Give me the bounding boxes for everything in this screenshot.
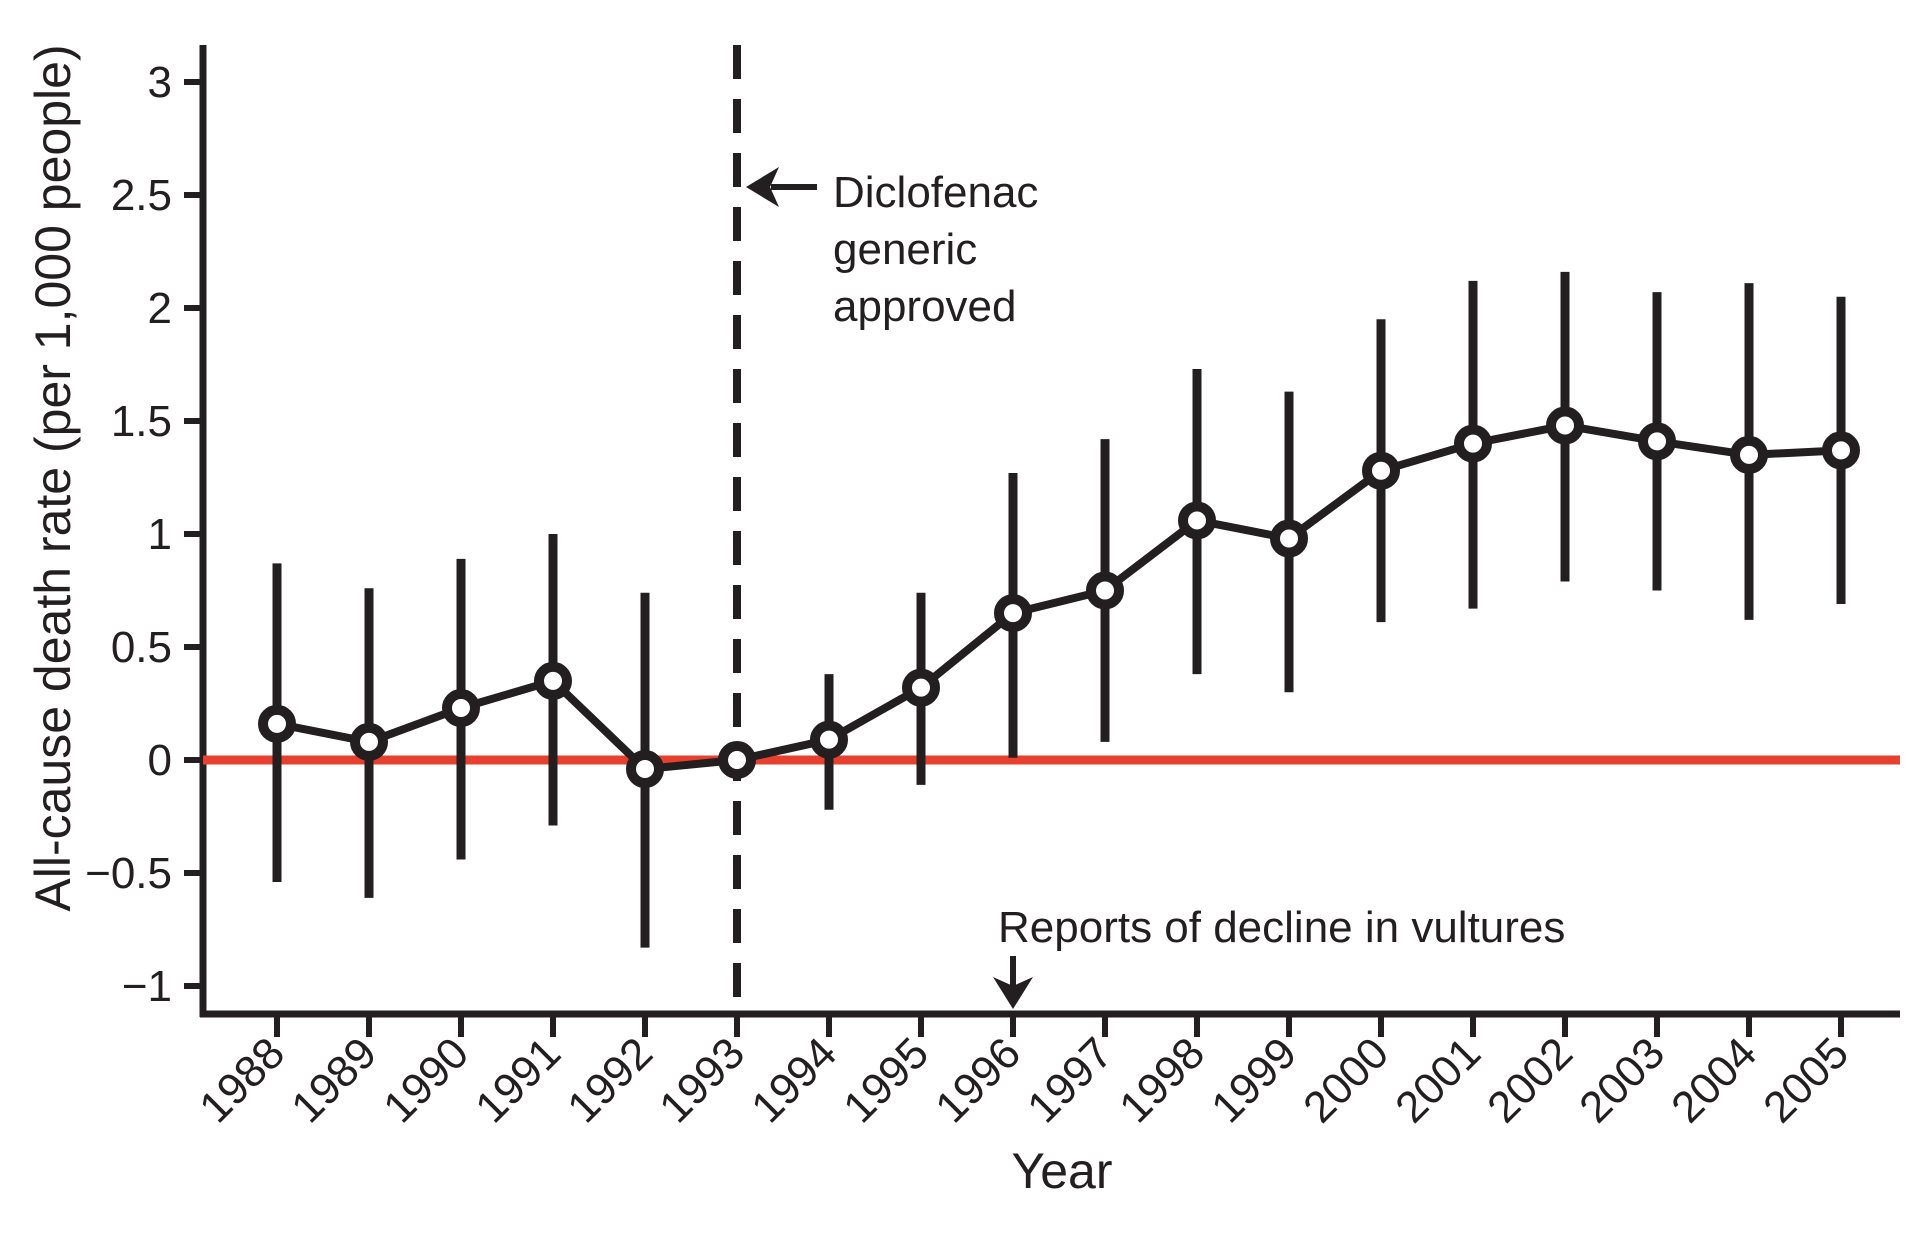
data-point-1991 [534,661,572,700]
year-label-1998: 1998 [1110,1028,1214,1132]
y-tick-label-1.5: 1.5 [111,397,172,446]
year-label-2001: 2001 [1386,1028,1490,1132]
data-point-1993 [718,741,756,779]
year-label-1988: 1988 [190,1028,294,1132]
data-point-1992 [626,750,664,789]
x-axis-title: Year [1011,1143,1112,1199]
data-point-1988 [258,704,296,743]
year-label-1996: 1996 [926,1028,1030,1132]
year-label-2005: 2005 [1754,1028,1858,1132]
year-label-1999: 1999 [1202,1028,1306,1132]
data-point-1999 [1270,519,1308,558]
y-tick-label--1: −1 [122,962,172,1011]
year-label-1992: 1992 [558,1028,662,1132]
data-point-2002 [1546,406,1584,445]
data-point-1995 [902,668,940,707]
y-tick-label-3: 3 [148,58,172,107]
data-point-2003 [1638,422,1676,461]
y-axis-title: All-cause death rate (per 1,000 people) [25,44,81,911]
data-point-1997 [1086,571,1124,610]
year-label-1991: 1991 [466,1028,570,1132]
left-arrowhead-icon [746,167,779,207]
year-label-2004: 2004 [1662,1028,1766,1132]
y-tick-label-2: 2 [148,284,172,333]
year-label-2003: 2003 [1570,1028,1674,1132]
year-label-1989: 1989 [282,1028,386,1132]
data-point-2001 [1454,424,1492,463]
y-tick-label-1: 1 [148,510,172,559]
vulture-decline-annotation: Reports of decline in vultures [993,903,1565,1009]
data-point-1989 [350,722,388,761]
diclofenac-annotation-line2: generic [833,225,977,274]
year-label-2000: 2000 [1294,1028,1398,1132]
vulture-decline-annotation-text: Reports of decline in vultures [998,903,1565,952]
year-label-1995: 1995 [834,1028,938,1132]
diclofenac-annotation-line1: Diclofenac [833,168,1038,217]
data-point-1998 [1178,501,1216,540]
year-label-1994: 1994 [742,1028,846,1132]
down-arrowhead-icon [993,977,1033,1009]
diclofenac-annotation: Diclofenac generic approved [746,167,1038,331]
y-tick-label-2.5: 2.5 [111,171,172,220]
year-label-1990: 1990 [374,1028,478,1132]
death-rate-line [276,421,1842,774]
y-tick-label-0.5: 0.5 [111,623,172,672]
data-point-2005 [1822,431,1860,470]
year-label-2002: 2002 [1478,1028,1582,1132]
year-label-1993: 1993 [650,1028,754,1132]
y-tick-label-0: 0 [148,736,172,785]
y-tick-label--0.5: −0.5 [85,849,172,898]
data-point-1996 [994,594,1032,633]
data-point-2000 [1362,451,1400,490]
data-point-2004 [1730,435,1768,474]
year-label-1997: 1997 [1018,1028,1122,1132]
data-point-1990 [442,689,480,728]
diclofenac-annotation-line3: approved [833,282,1016,331]
data-point-1994 [810,720,848,759]
